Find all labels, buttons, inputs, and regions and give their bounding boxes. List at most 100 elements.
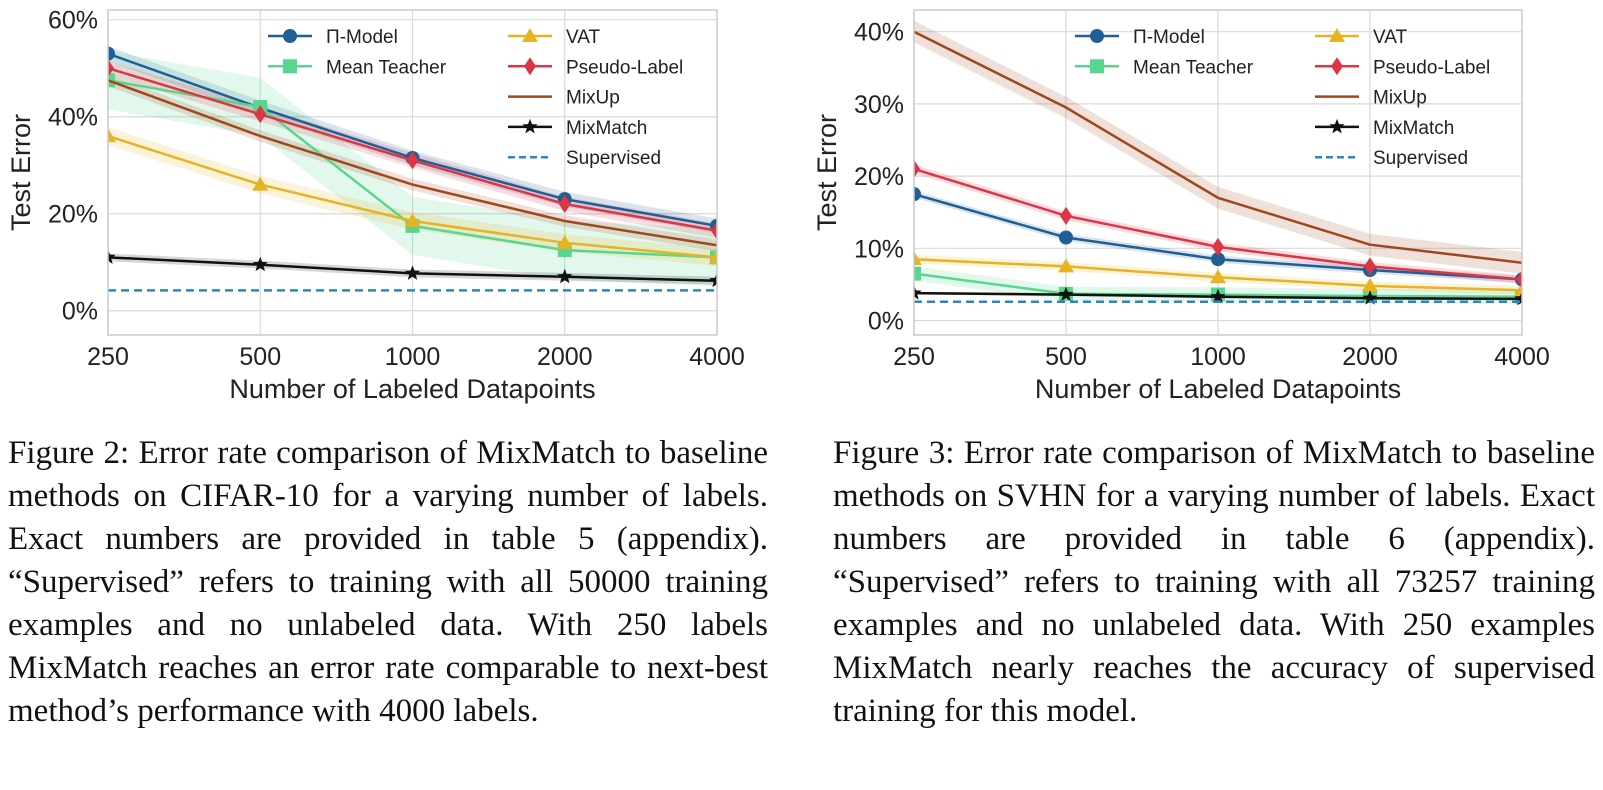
point-model [1059, 230, 1073, 245]
series-line-mixup [914, 30, 1522, 265]
y-tick-label: 30% [854, 91, 904, 119]
x-tick-label: 500 [239, 343, 281, 371]
point-pseudo-label [1364, 257, 1376, 276]
legend-label-vat: VAT [1373, 27, 1408, 48]
point-vat [1058, 258, 1074, 273]
figure-3-caption-text: Figure 3: Error rate comparison of MixMa… [833, 435, 1595, 729]
legend-label-mean-teacher: Mean Teacher [1133, 57, 1254, 78]
point-pseudo-label [1516, 270, 1522, 289]
point-pseudo-label [711, 221, 717, 240]
point-mixmatch [1362, 290, 1378, 305]
y-tick-label: 20% [854, 163, 904, 191]
legend-marker-vat [522, 28, 538, 42]
y-tick-label: 20% [48, 201, 98, 229]
point-vat [1362, 277, 1378, 292]
y-tick-label: 0% [62, 298, 98, 326]
legend: Π-Model Mean Teacher VAT Pseudo-Label MixUp M… [268, 27, 683, 169]
legend-marker-mixmatch [522, 118, 538, 134]
point-pseudo-label [406, 151, 419, 170]
point-mixmatch [1210, 288, 1226, 304]
point-vat [108, 128, 116, 143]
y-tick-label: 0% [868, 308, 904, 336]
legend-marker-mean-teacher [283, 59, 297, 74]
x-axis-label: Number of Labeled Datapoints [229, 374, 595, 404]
point-pseudo-label [1212, 237, 1224, 256]
point-mean-teacher [914, 266, 921, 281]
point-vat [914, 251, 922, 266]
point-pseudo-label [254, 105, 267, 124]
legend-label-pseudo-label: Pseudo-Label [1373, 57, 1490, 78]
x-tick-label: 500 [1045, 343, 1087, 371]
x-axis-label: Number of Labeled Datapoints [1035, 374, 1401, 404]
x-tick-label: 4000 [1494, 343, 1550, 371]
point-model [914, 187, 921, 202]
point-model [1211, 252, 1225, 267]
point-vat [1210, 269, 1226, 284]
y-tick-label: 40% [48, 104, 98, 132]
x-tick-label: 250 [87, 343, 129, 371]
x-tick-label: 1000 [1190, 343, 1246, 371]
legend-label-model: Π-Model [326, 27, 398, 48]
x-tick-label: 2000 [1342, 343, 1398, 371]
figure-3-caption: Figure 3: Error rate comparison of MixMa… [833, 432, 1595, 733]
legend-label-supervised: Supervised [1373, 148, 1468, 169]
y-tick-label: 40% [854, 19, 904, 47]
legend-marker-pseudo-label [1331, 57, 1343, 76]
chart-panel-1: 250 500 1000 2000 4000 0% 20% 40% 60% Number of L… [6, 7, 745, 404]
point-vat [404, 213, 421, 228]
legend-label-mean-teacher: Mean Teacher [326, 57, 447, 78]
point-vat [709, 249, 717, 264]
legend-marker-model [283, 29, 297, 43]
legend-marker-pseudo-label [524, 57, 536, 76]
legend: Π-Model Mean Teacher VAT Pseudo-Label MixUp M… [1075, 27, 1490, 169]
point-mixmatch [557, 268, 573, 284]
legend-label-mixmatch: MixMatch [1373, 118, 1454, 139]
point-mixmatch [1514, 290, 1522, 306]
point-mixmatch [404, 265, 421, 280]
point-vat [1514, 282, 1522, 297]
legend-label-mixup: MixUp [1373, 88, 1427, 109]
x-tick-label: 4000 [689, 343, 745, 371]
legend-label-vat: VAT [566, 27, 601, 48]
y-tick-label: 60% [48, 7, 98, 35]
figure-2-caption-text: Figure 2: Error rate comparison of MixMa… [8, 435, 768, 729]
y-axis-label: Test Error [6, 114, 36, 231]
series-layer [914, 20, 1522, 306]
band-pseudo-label [914, 164, 1522, 284]
band-mixup [914, 20, 1522, 274]
y-tick-label: 10% [854, 235, 904, 263]
x-tick-label: 1000 [385, 343, 441, 371]
series-line-mixup [108, 79, 717, 247]
legend-marker-model [1090, 29, 1104, 43]
figure-charts: 250 500 1000 2000 4000 0% 20% 40% 60% Number of L… [6, 7, 1550, 404]
point-pseudo-label [914, 159, 920, 178]
chart-panel-2: 250 500 1000 2000 4000 0% 10% 20% 30% 40% Number o… [812, 9, 1550, 404]
y-axis-label: Test Error [812, 114, 842, 231]
legend-marker-mixmatch [1329, 118, 1345, 134]
point-vat [252, 176, 269, 191]
point-vat [556, 234, 573, 249]
legend-marker-mean-teacher [1090, 59, 1104, 74]
x-tick-label: 2000 [537, 343, 593, 371]
plot-frame [107, 9, 718, 336]
series-layer [108, 46, 717, 292]
point-mixmatch [108, 249, 116, 264]
point-mixmatch [914, 285, 922, 300]
legend-label-model: Π-Model [1133, 27, 1205, 48]
figure-2-caption: Figure 2: Error rate comparison of MixMa… [8, 432, 768, 733]
point-mixmatch [1058, 286, 1074, 301]
point-model [108, 46, 115, 61]
point-pseudo-label [558, 195, 571, 214]
point-pseudo-label [1060, 206, 1072, 225]
plot-frame [913, 9, 1523, 336]
x-tick-label: 250 [893, 343, 935, 371]
point-pseudo-label [108, 59, 114, 78]
legend-label-pseudo-label: Pseudo-Label [566, 57, 683, 78]
legend-marker-vat [1329, 28, 1345, 42]
band-mixup [108, 74, 717, 252]
point-mixmatch [252, 256, 268, 272]
point-mixmatch [709, 272, 717, 288]
legend-label-mixmatch: MixMatch [566, 118, 647, 139]
legend-label-mixup: MixUp [566, 88, 620, 109]
legend-label-supervised: Supervised [566, 148, 661, 169]
